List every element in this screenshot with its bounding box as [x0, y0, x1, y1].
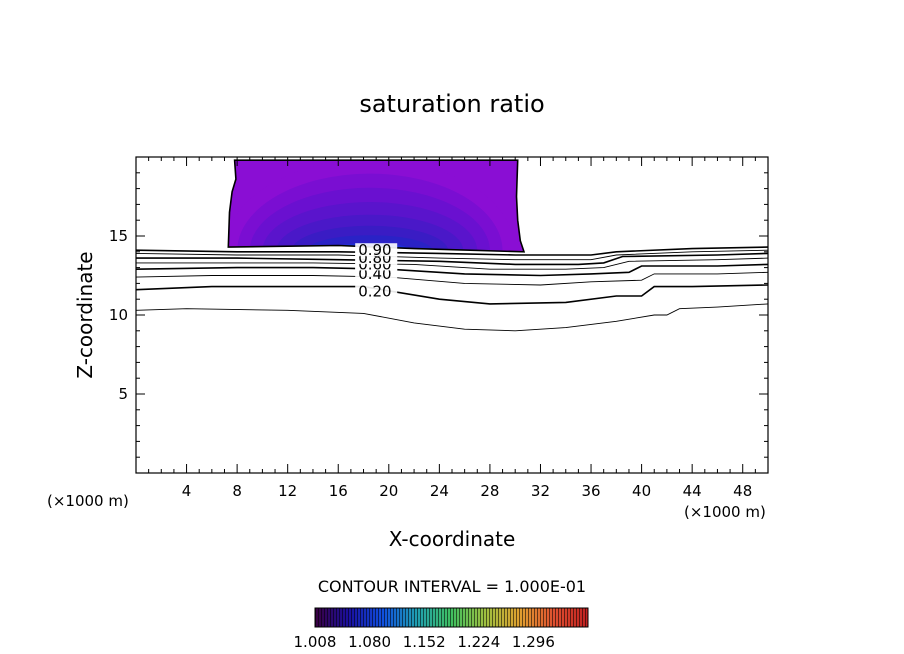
- contour-line-3: [136, 263, 768, 277]
- x-unit-left: (×1000 m): [47, 492, 129, 510]
- contour-line-7: [136, 246, 768, 256]
- contour-label-0: 0.20: [358, 282, 391, 300]
- y-tick-label: 5: [118, 385, 128, 403]
- contour-line-6: [136, 249, 768, 261]
- colorbar-frame: [314, 607, 589, 628]
- x-tick-label: 4: [182, 482, 192, 500]
- contour-line-2: [136, 271, 768, 286]
- y-tick-label: 15: [109, 227, 128, 245]
- x-tick-label: 16: [329, 482, 348, 500]
- x-tick-label: 12: [278, 482, 297, 500]
- chart-title: saturation ratio: [359, 90, 544, 118]
- y-tick-label: 10: [109, 306, 128, 324]
- x-tick-label: 28: [480, 482, 499, 500]
- x-tick-label: 8: [232, 482, 242, 500]
- contour-interval: CONTOUR INTERVAL = 1.000E-01: [318, 577, 586, 596]
- y-axis-label: Z-coordinate: [73, 251, 97, 378]
- contour-line-5: [136, 252, 768, 266]
- x-axis: 4 8 12 16 20 24 28 32 36 40 44 48: [148, 157, 756, 500]
- colorbar-tick-label: 1.296: [512, 633, 555, 651]
- x-tick-label: 24: [430, 482, 449, 500]
- x-tick-label: 32: [531, 482, 550, 500]
- contour-line-4: [136, 257, 768, 270]
- contour-label-bg-4: [355, 243, 398, 257]
- colorbar-tick-label: 1.152: [403, 633, 446, 651]
- x-unit-right: (×1000 m): [684, 503, 766, 521]
- x-axis-label: X-coordinate: [389, 527, 516, 551]
- y-axis: 5 10 15: [109, 172, 768, 458]
- contour-labels: 0.200.400.600.800.90: [355, 241, 398, 300]
- colorbar-tick-label: 1.008: [294, 633, 337, 651]
- contour-line-1: [136, 284, 768, 305]
- x-tick-label: 36: [581, 482, 600, 500]
- x-tick-label: 44: [683, 482, 702, 500]
- x-tick-label: 40: [632, 482, 651, 500]
- contour-line-0: [136, 303, 768, 332]
- contour-label-4: 0.90: [358, 241, 391, 259]
- colorbar-tick-label: 1.224: [457, 633, 500, 651]
- contour-label-bg-0: [355, 284, 398, 298]
- region-outline: [227, 159, 526, 253]
- x-tick-label: 20: [379, 482, 398, 500]
- colorbar-stripes: [315, 608, 588, 627]
- x-tick-label: 48: [733, 482, 752, 500]
- colorbar-tick-label: 1.080: [348, 633, 391, 651]
- contour-lines: [136, 246, 768, 332]
- colorbar-ticks: 1.008 1.080 1.152 1.224 1.296: [294, 633, 555, 651]
